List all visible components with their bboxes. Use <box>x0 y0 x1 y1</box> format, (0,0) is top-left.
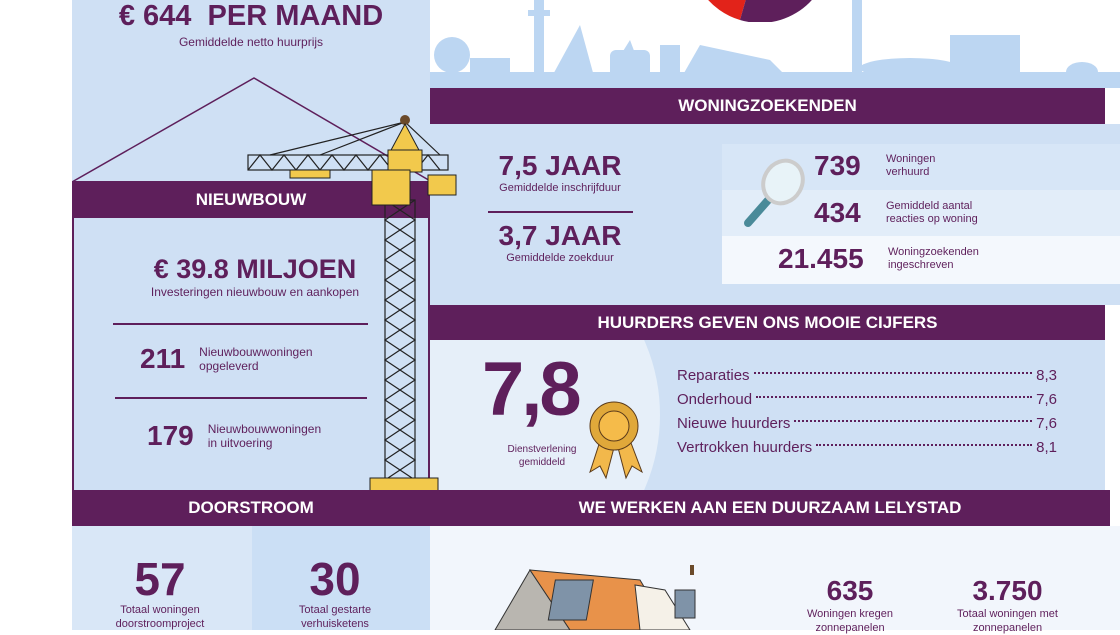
stat-label: Nieuwbouwwoningen <box>207 422 322 436</box>
duration-label: Gemiddelde inschrijfduur <box>499 182 621 194</box>
stat-value: 434 <box>814 197 861 228</box>
doorstroom-bg-1 <box>72 526 252 630</box>
score-value: 8,1 <box>1036 438 1057 456</box>
crane-illustration <box>247 115 457 492</box>
huurders-bg <box>430 340 1105 490</box>
doorstroom-header: DOORSTROOM <box>72 490 430 526</box>
city-skyline-illustration <box>430 0 1120 88</box>
duurzaam-label: Totaal woningen met <box>957 608 1058 620</box>
doorstroom-bg-2 <box>252 526 430 630</box>
duurzaam-value: 3.750 <box>972 575 1043 606</box>
score-row: Onderhoud 7,6 <box>677 387 1057 411</box>
stat-value: 179 <box>147 420 194 451</box>
score-label: Nieuwe huurders <box>677 414 791 432</box>
doorstroom-label: Totaal gestarte <box>298 604 372 616</box>
stat-uitvoering: 179 Nieuwbouwwoningen in uitvoering <box>147 420 321 452</box>
pie-chart-fragment <box>708 0 812 22</box>
stat-label: Woningen <box>886 153 936 165</box>
doorstroom-label: Totaal woningen <box>120 604 200 616</box>
score-value: 8,3 <box>1036 366 1057 384</box>
stat-label: Woningzoekenden <box>888 246 979 258</box>
doorstroom-value: 57 <box>134 553 186 605</box>
divider <box>488 211 633 213</box>
overall-label: gemiddeld <box>518 457 566 468</box>
score-value: 7,6 <box>1036 414 1057 432</box>
score-label: Onderhoud <box>677 390 753 408</box>
score-label: Reparaties <box>677 366 750 384</box>
score-row: Reparaties 8,3 <box>677 363 1057 387</box>
overall-label: Dienstverlening <box>507 444 577 455</box>
duration-value: 7,5 JAAR <box>498 150 622 181</box>
stat-value: 21.455 <box>778 243 864 274</box>
duration-label: Gemiddelde zoekduur <box>506 252 614 264</box>
pie-slice-purple <box>740 0 812 22</box>
award-ribbon-icon <box>589 401 643 480</box>
left-column-bg <box>72 0 430 490</box>
nieuwbouw-panel-border <box>72 218 430 490</box>
stat-label: ingeschreven <box>888 259 954 271</box>
duurzaam-label: zonnepanelen <box>972 622 1043 634</box>
doorstroom-label: doorstroomproject <box>115 618 205 630</box>
stat-label: Nieuwbouwwoningen <box>199 345 313 359</box>
stat-label: opgeleverd <box>199 359 259 373</box>
house-solar-panels-illustration <box>494 565 696 630</box>
duurzaam-value: 635 <box>826 575 874 606</box>
overall-score: 7,8 <box>482 347 582 432</box>
stat-value: 211 <box>140 343 186 374</box>
stat-label: Gemiddeld aantal <box>886 200 973 212</box>
huurders-header: HUURDERS GEVEN ONS MOOIE CIJFERS <box>430 305 1105 340</box>
stat-label: reacties op woning <box>886 213 978 225</box>
stat-opgeleverd: 211 Nieuwbouwwoningen opgeleverd <box>140 343 313 375</box>
rent-value: € 644 PER MAAND <box>118 0 384 32</box>
score-label: Vertrokken huurders <box>677 438 813 456</box>
roof-outline <box>72 77 433 183</box>
score-value: 7,6 <box>1036 390 1057 408</box>
divider <box>113 323 368 325</box>
nieuwbouw-header: NIEUWBOUW <box>72 181 430 218</box>
investment-value: € 39.8 MILJOEN <box>153 254 357 284</box>
divider <box>115 397 367 399</box>
stat-value: 739 <box>814 150 861 181</box>
stat-label: in uitvoering <box>207 436 273 450</box>
woningzoekenden-header: WONINGZOEKENDEN <box>430 88 1105 124</box>
magnifying-glass-icon <box>744 158 805 227</box>
duration-value: 3,7 JAAR <box>498 220 622 251</box>
pie-slice-red <box>708 0 746 20</box>
rent-label: Gemiddelde netto huurprijs <box>178 35 324 49</box>
duurzaam-label: Woningen kregen <box>806 608 894 620</box>
duurzaam-header: WE WERKEN AAN EEN DUURZAAM LELYSTAD <box>430 490 1110 526</box>
score-row: Vertrokken huurders 8,1 <box>677 435 1057 459</box>
investment-label: Investeringen nieuwbouw en aankopen <box>150 285 360 299</box>
stat-label: verhuurd <box>886 166 930 178</box>
score-row: Nieuwe huurders 7,6 <box>677 411 1057 435</box>
duurzaam-label: zonnepanelen <box>815 622 885 634</box>
doorstroom-label: verhuisketens <box>301 618 369 630</box>
doorstroom-value: 30 <box>309 553 361 605</box>
